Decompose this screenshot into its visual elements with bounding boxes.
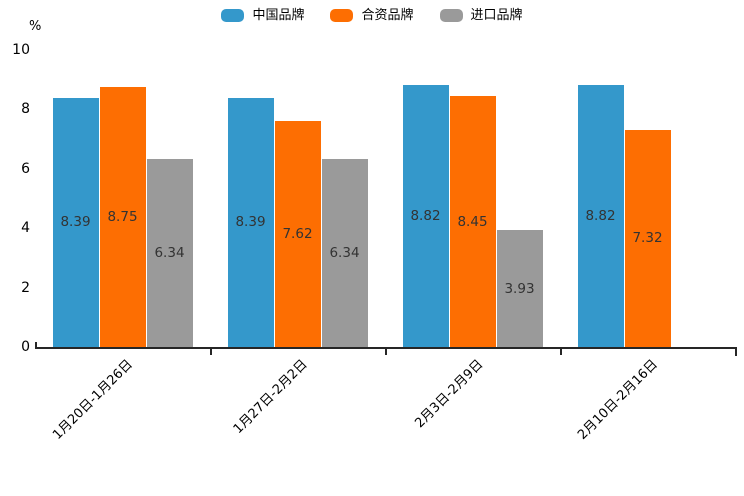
- legend-item-joint-venture-brand[interactable]: 合资品牌: [330, 8, 414, 23]
- y-axis-tick-label: 0: [21, 339, 30, 355]
- china-brand-bar: [227, 97, 274, 347]
- x-axis-tick: [210, 349, 212, 355]
- y-axis-tick-label: 8: [21, 101, 30, 118]
- y-axis-tick-label: 2: [21, 279, 30, 296]
- x-axis-category-label: 1月27日-2月2日: [231, 357, 312, 437]
- y-axis-tick-label: 10: [12, 42, 30, 58]
- y-axis-tick-label: 6: [21, 160, 30, 177]
- import-brand-bar: [146, 158, 193, 347]
- y-axis-unit-label: %: [29, 19, 42, 34]
- import-brand-bar: [496, 230, 543, 347]
- joint-venture-brand-bar: [99, 87, 146, 347]
- bar-value-label: 6.34: [329, 244, 360, 261]
- x-axis-tick: [35, 342, 37, 349]
- x-axis-tick: [385, 349, 387, 355]
- bar-value-label: 8.75: [107, 209, 138, 226]
- x-axis-tick: [560, 349, 562, 355]
- x-axis-tick: [735, 349, 737, 356]
- china-brand-bar: [52, 97, 99, 347]
- joint-venture-brand-bar: [624, 129, 671, 347]
- x-axis-line: [35, 347, 737, 349]
- legend-item-import-brand[interactable]: 进口品牌: [439, 8, 523, 23]
- bar-value-label: 7.32: [632, 230, 663, 247]
- x-axis-category-label: 1月20日-1月26日: [50, 357, 137, 443]
- joint-venture-brand-legend-swatch-icon: [330, 9, 354, 22]
- legend-item-china-brand[interactable]: 中国品牌: [221, 8, 304, 23]
- bar-value-label: 6.34: [154, 244, 185, 261]
- joint-venture-brand-bar: [274, 120, 321, 347]
- y-axis-tick-label: 4: [21, 220, 30, 237]
- china-brand-legend-swatch-icon: [221, 9, 245, 22]
- bar-value-label: 8.82: [410, 208, 441, 225]
- bar-value-label: 3.93: [504, 280, 535, 297]
- chart-legend: 中国品牌 合资品牌 进口品牌: [0, 8, 744, 23]
- bar-value-label: 8.45: [457, 213, 488, 230]
- bar-value-label: 7.62: [282, 225, 313, 242]
- china-brand-bar: [402, 85, 449, 347]
- legend-label: 中国品牌: [252, 8, 305, 23]
- x-axis-category-label: 2月10日-2月16日: [575, 357, 662, 443]
- china-brand-bar: [577, 85, 624, 347]
- bar-value-label: 8.82: [585, 208, 616, 225]
- x-axis-category-label: 2月3日-2月9日: [412, 357, 487, 432]
- bar-value-label: 8.39: [235, 214, 266, 231]
- joint-venture-brand-bar: [449, 96, 496, 347]
- import-brand-bar: [321, 158, 368, 347]
- legend-label: 进口品牌: [470, 8, 523, 23]
- import-brand-legend-swatch-icon: [439, 9, 463, 22]
- legend-label: 合资品牌: [361, 8, 414, 23]
- bar-value-label: 8.39: [60, 214, 91, 231]
